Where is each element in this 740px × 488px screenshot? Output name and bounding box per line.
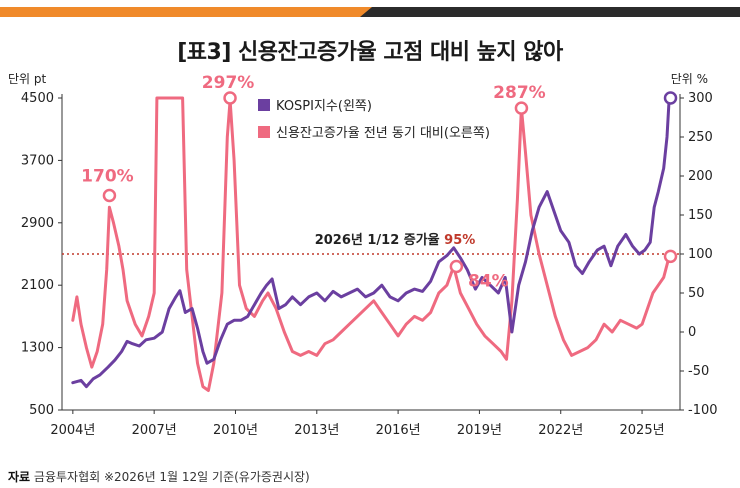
right-tick-label: 0: [688, 325, 696, 340]
peak-marker: [102, 188, 117, 203]
series-layer: [71, 91, 678, 392]
x-tick-label: 2019년: [457, 423, 502, 438]
left-tick-label: 500: [29, 403, 54, 418]
right-tick-label: -50: [688, 364, 709, 379]
credit-end-marker: [663, 249, 678, 264]
x-tick-label: 2016년: [376, 423, 421, 438]
x-tick-label: 2007년: [132, 423, 177, 438]
header-dark-bar: [360, 7, 740, 17]
peak-marker: [514, 101, 529, 115]
source-label: 자료: [8, 470, 31, 484]
source-note: 자료 금융투자협회 ※2026년 1월 12일 기준(유가증권시장): [8, 468, 310, 485]
peak-marker: [223, 91, 237, 105]
x-tick-label: 2004년: [50, 423, 95, 438]
peak-label: 287%: [493, 83, 546, 103]
right-unit-label: 단위 %: [670, 72, 708, 86]
kospi-series-line: [71, 96, 672, 389]
peak-marker: [449, 259, 464, 274]
right-tick-label: 150: [688, 208, 713, 223]
right-tick-label: 300: [688, 91, 713, 106]
legend-swatch-kospi: [258, 99, 270, 111]
x-tick-label: 2010년: [213, 423, 258, 438]
header-orange-bar: [0, 7, 372, 17]
kospi-end-marker: [663, 91, 678, 105]
right-tick-label: 250: [688, 130, 713, 145]
x-tick-label: 2022년: [538, 423, 583, 438]
x-tick-label: 2025년: [620, 423, 665, 438]
left-tick-label: 2100: [21, 278, 54, 293]
right-tick-label: 50: [688, 286, 705, 301]
reference-layer: 2026년 1/12 증가율 95%: [62, 232, 680, 255]
legend-label-credit: 신용잔고증가율 전년 동기 대비(오른쪽): [276, 126, 490, 141]
peak-label: 170%: [81, 167, 134, 187]
chart-title: [표3] 신용잔고증가율 고점 대비 높지 않아: [177, 40, 563, 65]
reference-label-prefix: 2026년 1/12 증가율: [315, 232, 444, 248]
source-text: 금융투자협회 ※2026년 1월 12일 기준(유가증권시장): [33, 470, 310, 484]
legend-swatch-credit: [258, 126, 270, 138]
peak-label: 84%: [468, 271, 509, 291]
x-tick-label: 2013년: [294, 423, 339, 438]
peak-label: 297%: [202, 73, 255, 93]
left-tick-label: 4500: [21, 91, 54, 106]
right-tick-label: -100: [688, 403, 718, 418]
credit-growth-series-line: [71, 96, 672, 392]
reference-label-value: 95%: [444, 233, 475, 248]
right-tick-label: 200: [688, 169, 713, 184]
right-tick-label: 100: [688, 247, 713, 262]
axes-layer: 4500370029002100130050030025020015010050…: [21, 91, 718, 438]
left-tick-label: 2900: [21, 216, 54, 231]
left-unit-label: 단위 pt: [8, 72, 47, 86]
annotation-layer: 170% 297% 84% 287%: [81, 73, 546, 291]
legend-label-kospi: KOSPI지수(왼쪽): [276, 99, 372, 114]
reference-label: 2026년 1/12 증가율 95%: [315, 232, 476, 248]
left-tick-label: 1300: [21, 341, 54, 356]
legend: KOSPI지수(왼쪽) 신용잔고증가율 전년 동기 대비(오른쪽): [258, 99, 490, 141]
left-tick-label: 3700: [21, 153, 54, 168]
